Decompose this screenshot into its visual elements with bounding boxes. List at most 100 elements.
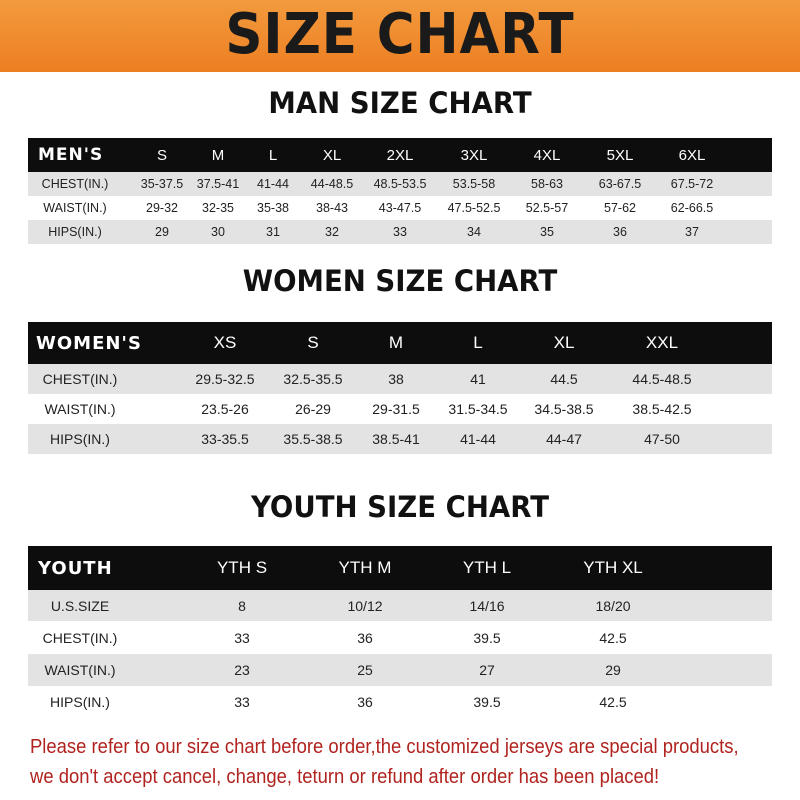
banner: SIZE CHART bbox=[0, 0, 800, 72]
table-cell: 29-31.5 bbox=[372, 401, 420, 417]
table-cell: 29.5-32.5 bbox=[195, 371, 255, 387]
table-cell: 33 bbox=[393, 225, 407, 239]
table-cell: 29 bbox=[155, 225, 169, 239]
table-cell: 18/20 bbox=[595, 597, 631, 614]
table-cell: 58-63 bbox=[531, 177, 563, 191]
table-row: HIPS(IN.) 33-35.5 35.5-38.5 38.5-41 41-44 44-… bbox=[28, 424, 772, 454]
table-cell: 25 bbox=[357, 662, 373, 678]
size-header: 3XL bbox=[460, 146, 488, 164]
size-header: XL bbox=[322, 146, 342, 164]
size-header: 4XL bbox=[533, 146, 561, 164]
table-cell: 36 bbox=[613, 225, 627, 239]
size-header: XXL bbox=[645, 333, 679, 352]
table-cell: 57-62 bbox=[604, 201, 636, 215]
men-section-title: MAN SIZE CHART bbox=[268, 86, 532, 120]
table-cell: 23 bbox=[234, 662, 250, 678]
table-cell: 42.5 bbox=[599, 629, 627, 646]
table-cell: 35-37.5 bbox=[140, 177, 184, 191]
row-label: HIPS(IN.) bbox=[48, 225, 102, 239]
table-cell: 26-29 bbox=[295, 401, 331, 417]
row-label: WAIST(IN.) bbox=[43, 201, 107, 215]
size-header: YTH S bbox=[216, 558, 268, 577]
table-cell: 29-32 bbox=[146, 201, 178, 215]
size-header: YTH L bbox=[462, 558, 512, 577]
table-cell: 33 bbox=[234, 694, 250, 710]
youth-header-label: YOUTH bbox=[38, 557, 113, 579]
table-cell: 42.5 bbox=[599, 694, 627, 710]
table-cell: 32-35 bbox=[202, 201, 234, 215]
row-label: CHEST(IN.) bbox=[42, 371, 118, 387]
men-header-row: MEN'S S M L XL 2XL 3XL 4XL 5XL 6XL bbox=[28, 138, 772, 172]
table-cell: 34.5-38.5 bbox=[534, 401, 594, 417]
table-cell: 41 bbox=[470, 371, 486, 387]
table-cell: 52.5-57 bbox=[525, 201, 569, 215]
women-size-table: WOMEN'S XS S M L XL XXL CHEST(IN.) 29.5-32.5 32.5… bbox=[28, 322, 772, 454]
women-header-label: WOMEN'S bbox=[36, 332, 142, 354]
row-label: CHEST(IN.) bbox=[41, 177, 109, 191]
table-cell: 41-44 bbox=[460, 431, 496, 447]
row-label: CHEST(IN.) bbox=[42, 629, 118, 646]
table-cell: 43-47.5 bbox=[378, 201, 422, 215]
table-row: WAIST(IN.) 23.5-26 26-29 29-31.5 31.5-34.5 34… bbox=[28, 394, 772, 424]
table-cell: 38-43 bbox=[316, 201, 348, 215]
table-cell: 38.5-42.5 bbox=[632, 401, 692, 417]
size-header: L bbox=[268, 146, 278, 164]
table-row: CHEST(IN.) 33 36 39.5 42.5 bbox=[28, 621, 772, 654]
size-header: 2XL bbox=[386, 146, 414, 164]
size-header: XL bbox=[553, 333, 575, 352]
table-cell: 36 bbox=[357, 694, 373, 710]
table-cell: 14/16 bbox=[469, 597, 505, 614]
size-header: S bbox=[156, 146, 168, 164]
table-cell: 36 bbox=[357, 629, 373, 646]
table-cell: 27 bbox=[479, 662, 495, 678]
table-cell: 29 bbox=[605, 662, 621, 678]
table-cell: 32.5-35.5 bbox=[283, 371, 343, 387]
table-cell: 63-67.5 bbox=[598, 177, 642, 191]
table-cell: 44.5-48.5 bbox=[632, 371, 692, 387]
women-section-title: WOMEN SIZE CHART bbox=[242, 264, 558, 298]
table-cell: 48.5-53.5 bbox=[373, 177, 427, 191]
row-label: U.S.SIZE bbox=[50, 597, 110, 614]
table-row: CHEST(IN.) 35-37.5 37.5-41 41-44 44-48.5 48.5… bbox=[28, 172, 772, 196]
youth-section-title: YOUTH SIZE CHART bbox=[250, 490, 550, 524]
table-row: HIPS(IN.) 29 30 31 32 33 34 35 36 37 bbox=[28, 220, 772, 244]
notice-line-1: Please refer to our size chart before or… bbox=[30, 735, 739, 758]
size-header: XS bbox=[213, 333, 237, 352]
table-cell: 31 bbox=[266, 225, 280, 239]
women-header-row: WOMEN'S XS S M L XL XXL bbox=[28, 322, 772, 364]
row-label: WAIST(IN.) bbox=[44, 401, 116, 417]
table-cell: 38.5-41 bbox=[372, 431, 420, 447]
row-label: HIPS(IN.) bbox=[50, 431, 110, 447]
table-cell: 44-47 bbox=[546, 431, 582, 447]
table-cell: 8 bbox=[238, 597, 246, 614]
banner-title: SIZE CHART bbox=[225, 2, 575, 67]
size-header: 6XL bbox=[678, 146, 706, 164]
table-cell: 31.5-34.5 bbox=[448, 401, 508, 417]
row-label: WAIST(IN.) bbox=[44, 662, 116, 678]
table-cell: 41-44 bbox=[257, 177, 289, 191]
table-cell: 33 bbox=[234, 629, 250, 646]
size-header: 5XL bbox=[606, 146, 634, 164]
men-header-label: MEN'S bbox=[38, 145, 104, 165]
size-header: M bbox=[211, 146, 225, 164]
men-size-table: MEN'S S M L XL 2XL 3XL 4XL 5XL 6XL CHEST(IN.) 35-37… bbox=[28, 138, 772, 244]
table-row: WAIST(IN.) 29-32 32-35 35-38 38-43 43-47.5 47.… bbox=[28, 196, 772, 220]
table-row: CHEST(IN.) 29.5-32.5 32.5-35.5 38 41 44.5 44.5… bbox=[28, 364, 772, 394]
youth-header-row: YOUTH YTH S YTH M YTH L YTH XL bbox=[28, 546, 772, 590]
notice-line-2: we don't accept cancel, change, teturn o… bbox=[30, 765, 660, 788]
table-cell: 35 bbox=[540, 225, 554, 239]
table-cell: 39.5 bbox=[473, 629, 501, 646]
size-header: M bbox=[388, 333, 404, 352]
row-label: HIPS(IN.) bbox=[50, 694, 110, 710]
size-header: L bbox=[473, 333, 483, 352]
table-cell: 53.5-58 bbox=[452, 177, 496, 191]
table-cell: 47-50 bbox=[644, 431, 680, 447]
table-row: HIPS(IN.) 33 36 39.5 42.5 bbox=[28, 686, 772, 718]
table-cell: 34 bbox=[467, 225, 481, 239]
youth-size-table: YOUTH YTH S YTH M YTH L YTH XL U.S.SIZE 8 10/12… bbox=[28, 546, 772, 718]
table-row: U.S.SIZE 8 10/12 14/16 18/20 bbox=[28, 590, 772, 621]
table-cell: 44.5 bbox=[550, 371, 578, 387]
table-cell: 23.5-26 bbox=[201, 401, 249, 417]
table-cell: 37.5-41 bbox=[196, 177, 240, 191]
table-cell: 35.5-38.5 bbox=[283, 431, 343, 447]
